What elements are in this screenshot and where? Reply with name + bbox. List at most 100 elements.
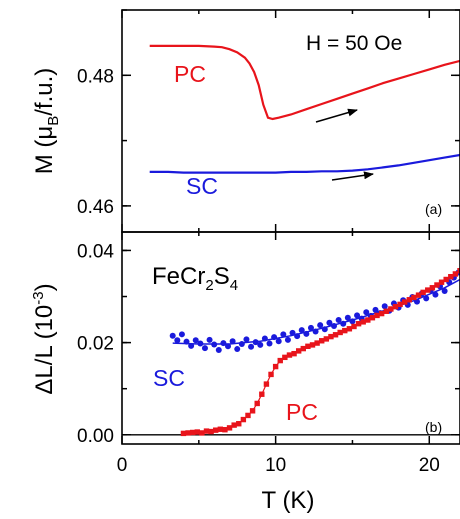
data-point-pc [383, 308, 389, 314]
data-point-pc [249, 408, 256, 414]
data-point-sc [317, 322, 324, 329]
data-point-pc [240, 416, 247, 423]
data-point-sc [280, 331, 287, 338]
data-point-pc [365, 317, 371, 323]
data-point-pc [328, 333, 334, 340]
data-point-pc [342, 327, 348, 334]
data-point-pc [189, 429, 196, 436]
panel-b-tag: (b) [425, 419, 442, 435]
data-point-sc [298, 327, 305, 334]
compound-main: FeCr [152, 263, 205, 290]
data-point-pc [217, 426, 224, 432]
panel-b: 0 10 20 0.00 0.02 0.04 FeCr2S4 SC PC (b) ΔL/L… [30, 231, 460, 514]
data-point-pc [263, 381, 270, 387]
data-point-sc [206, 336, 213, 343]
panel-a-series-group [149, 44, 460, 174]
data-point-pc [443, 276, 449, 283]
data-point-sc [372, 306, 379, 313]
data-point-pc [323, 336, 330, 342]
pc-label-b: PC [286, 399, 318, 425]
data-point-pc [199, 430, 205, 436]
data-point-pc [259, 391, 265, 397]
y-tick-label: 0.00 [77, 426, 114, 447]
data-point-pc [448, 274, 454, 280]
data-point-pc [272, 363, 279, 370]
data-point-pc [305, 343, 311, 349]
series-line-sc [149, 153, 460, 174]
pc-label-a: PC [174, 61, 206, 87]
data-point-pc [254, 400, 260, 407]
data-point-pc [374, 312, 380, 319]
data-point-sc [307, 324, 314, 331]
data-point-pc [236, 421, 242, 427]
y-tick-label: 0.48 [77, 66, 114, 87]
data-point-pc [268, 371, 274, 378]
panel-a-ticks: 0.46 0.48 [77, 9, 460, 232]
x-tick-label: 0 [117, 455, 128, 476]
sc-label-b: SC [153, 365, 185, 391]
y-tick-label: 0.46 [77, 197, 114, 218]
data-point-pc [300, 345, 306, 352]
data-point-sc [284, 336, 291, 343]
compound-label: FeCr2S4 [152, 263, 238, 294]
data-point-pc [282, 354, 288, 361]
data-point-sc [275, 338, 282, 345]
data-point-pc [429, 285, 436, 291]
data-point-pc [245, 412, 251, 419]
data-point-sc [225, 343, 232, 350]
data-point-pc [277, 357, 283, 364]
warming-arrow-pc [315, 108, 358, 123]
data-point-pc [360, 319, 366, 325]
data-point-pc [397, 301, 403, 308]
ylabel-b-sup: -3 [30, 291, 47, 304]
data-point-sc [248, 343, 255, 350]
panel-a-tag: (a) [425, 201, 442, 217]
data-point-pc [286, 352, 293, 358]
data-point-pc [369, 315, 376, 321]
data-point-pc [231, 422, 237, 428]
warming-arrow-sc [331, 171, 374, 181]
data-point-sc [432, 291, 439, 298]
data-point-pc [295, 348, 302, 354]
ylabel-a-sub: B [45, 116, 62, 126]
data-point-pc [351, 323, 357, 330]
data-point-sc [257, 341, 264, 348]
data-point-pc [208, 428, 214, 435]
series-line-pc [149, 44, 460, 121]
data-point-sc [178, 331, 185, 338]
data-point-pc [457, 268, 460, 274]
x-tick-label: 20 [419, 455, 440, 476]
data-point-sc [174, 337, 181, 344]
data-point-pc [415, 292, 422, 298]
data-point-pc [425, 287, 431, 293]
data-point-pc [434, 282, 440, 288]
data-point-pc [314, 340, 320, 346]
data-point-pc [378, 310, 385, 317]
y-tick-label: 0.04 [77, 241, 114, 262]
data-point-pc [411, 294, 417, 301]
data-point-pc [291, 350, 297, 357]
x-tick-label: 10 [265, 455, 286, 476]
data-point-sc [363, 309, 370, 316]
field-annotation: H = 50 Oe [306, 32, 402, 55]
data-point-pc [194, 429, 200, 435]
data-point-pc [406, 297, 412, 303]
data-point-sc [229, 338, 236, 345]
panel-b-series-group [122, 268, 460, 437]
data-point-sc [381, 303, 388, 310]
data-point-pc [388, 306, 394, 312]
data-point-pc [346, 326, 353, 332]
y-tick-label: 0.02 [77, 334, 114, 355]
ylabel-b-tail: ) [31, 283, 58, 291]
data-point-sc [266, 340, 273, 347]
data-point-sc [238, 340, 245, 347]
compound-sub1: 2 [205, 277, 213, 294]
x-axis-label: T (K) [262, 487, 315, 514]
data-point-sc [234, 346, 241, 353]
data-point-sc [326, 319, 333, 326]
data-point-pc [337, 329, 343, 336]
data-point-sc [335, 317, 342, 324]
data-point-pc [203, 428, 210, 434]
fit-line-sc [172, 278, 460, 345]
